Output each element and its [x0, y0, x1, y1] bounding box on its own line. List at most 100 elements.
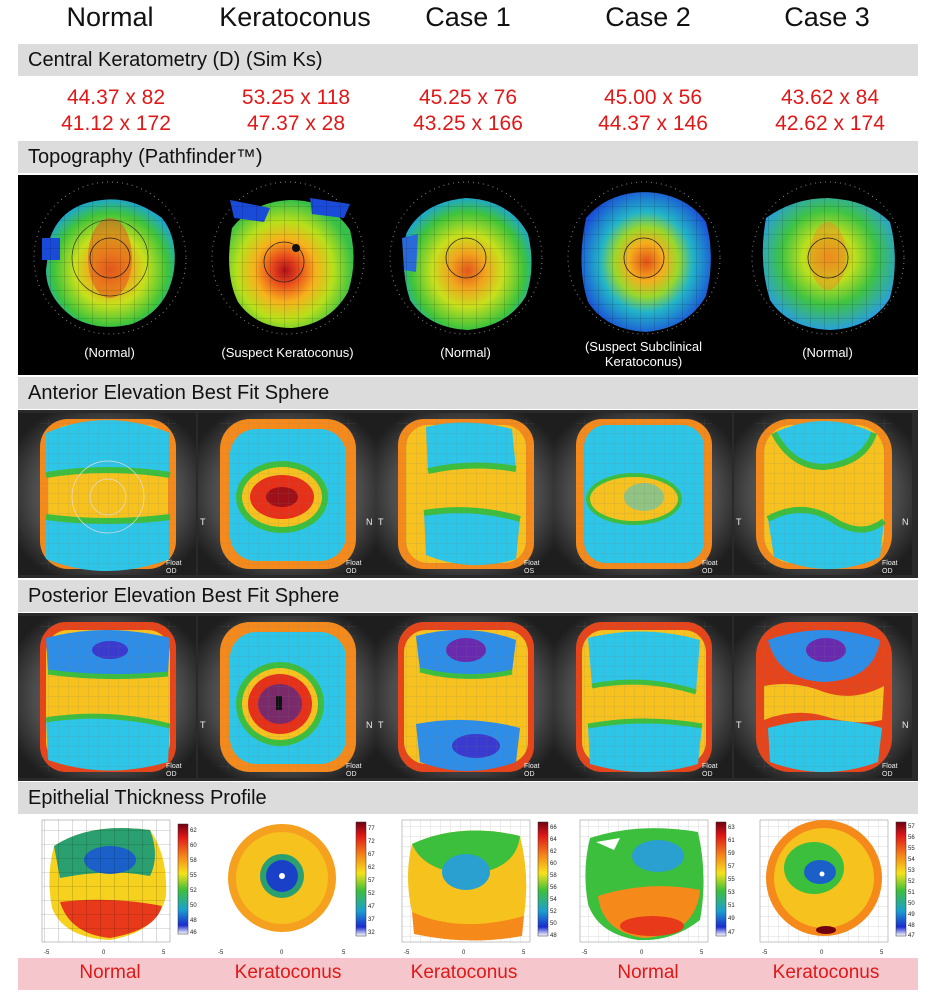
float-label: Float [882, 763, 898, 770]
float-label: Float [882, 560, 898, 567]
posterior-elevation-map-case-1: T Float OD [376, 616, 554, 778]
float-label: Float [524, 763, 540, 770]
scale-tick: 55 [190, 873, 197, 879]
temporal-label: T [736, 517, 742, 527]
posterior-elevation-map-case-2: Float OD [554, 616, 732, 778]
keratometry-case-1: 45.25 x 76 43.25 x 166 [378, 85, 558, 137]
scale-tick: 47 [908, 933, 915, 939]
x-axis-tick: 5 [522, 950, 526, 956]
temporal-label: T [378, 517, 384, 527]
eye-label: OD [166, 771, 177, 778]
scale-tick: 50 [550, 921, 557, 927]
epithelial-map-case-2: 63 61 59 57 55 53 51 49 47 -5 0 5 [579, 819, 735, 956]
scale-tick: 72 [368, 839, 375, 845]
caption-line: (Suspect Subclinical [584, 339, 703, 354]
eye-label: OD [882, 568, 893, 575]
scale-tick: 67 [368, 852, 375, 858]
temporal-label: T [200, 517, 206, 527]
result-case-1: Keratoconus [410, 962, 518, 983]
x-axis-tick: 0 [640, 950, 644, 956]
keratometry-keratoconus: 53.25 x 118 47.37 x 28 [206, 85, 386, 137]
topography-map-keratoconus [211, 181, 365, 335]
scale-tick: 54 [908, 857, 915, 863]
posterior-elevation-map-keratoconus: T N Float OD [198, 616, 376, 778]
temporal-label: T [378, 720, 384, 730]
topography-map-case-2 [567, 181, 721, 335]
scale-tick: 48 [550, 933, 557, 939]
keratometry-k2: 43.25 x 166 [413, 112, 523, 135]
keratometry-k2: 41.12 x 172 [61, 112, 171, 135]
x-axis-tick: -5 [404, 950, 410, 956]
scale-tick: 63 [728, 825, 735, 831]
float-label: Float [702, 763, 718, 770]
scale-tick: 50 [190, 903, 197, 909]
scale-tick: 52 [368, 891, 375, 897]
keratometry-case-3: 43.62 x 84 42.62 x 174 [740, 85, 920, 137]
topography-caption-keratoconus: (Suspect Keratoconus) [221, 345, 354, 360]
column-header-case-1: Case 1 [425, 2, 511, 32]
keratometry-k2: 44.37 x 146 [598, 112, 708, 135]
keratometry-k1: 44.37 x 82 [66, 86, 166, 109]
scale-tick: 37 [368, 917, 375, 923]
scale-tick: 56 [550, 885, 557, 891]
topography-map-case-1 [389, 181, 543, 335]
scale-tick: 62 [368, 865, 375, 871]
temporal-label: T [736, 720, 742, 730]
topography-caption-case-3: (Normal) [802, 345, 853, 360]
scale-tick: 54 [550, 897, 557, 903]
column-header-case-2: Case 2 [605, 2, 691, 32]
float-label: Float [166, 763, 182, 770]
eye-label: OD [346, 568, 357, 575]
section-topography: Topography (Pathfinder™) [18, 141, 918, 173]
keratometry-k1: 43.62 x 84 [780, 86, 880, 109]
scale-tick: 58 [190, 858, 197, 864]
nasal-label: N [902, 517, 909, 527]
keratometry-k2: 47.37 x 28 [246, 112, 346, 135]
epithelial-map-normal: 62 60 58 55 52 50 48 46 -5 0 5 [41, 819, 197, 956]
scale-tick: 57 [728, 864, 735, 870]
eye-label: OD [882, 771, 893, 778]
x-axis-tick: 5 [880, 950, 884, 956]
section-posterior-elevation: Posterior Elevation Best Fit Sphere [18, 580, 918, 612]
epithelial-map-case-3: 57 56 55 54 53 52 51 50 49 48 47 -5 0 5 [759, 819, 915, 956]
scale-tick: 62 [550, 849, 557, 855]
float-label: Float [166, 560, 182, 567]
result-case-2: Normal [617, 962, 679, 983]
x-axis-tick: -5 [582, 950, 588, 956]
topography-map-normal [33, 181, 187, 335]
scale-tick: 77 [368, 826, 375, 832]
anterior-elevation-map-case-1: T Float OS [376, 413, 554, 575]
scale-tick: 62 [190, 828, 197, 834]
nasal-label: N [366, 517, 373, 527]
x-axis-tick: -5 [762, 950, 768, 956]
topography-caption-case-2: (Suspect Subclinical Keratoconus) [556, 339, 731, 369]
x-axis-tick: -5 [218, 950, 224, 956]
scale-tick: 48 [908, 923, 915, 929]
posterior-elevation-map-case-3: T N Float OD [734, 616, 912, 778]
result-normal: Normal [79, 962, 141, 983]
keratometry-k1: 45.00 x 56 [603, 86, 703, 109]
scale-tick: 66 [550, 825, 557, 831]
epithelial-map-case-1: 66 64 62 60 58 56 54 52 50 48 -5 0 5 [401, 819, 557, 956]
scale-tick: 55 [728, 877, 735, 883]
x-axis-tick: -5 [44, 950, 50, 956]
scale-tick: 56 [908, 835, 915, 841]
scale-tick: 57 [368, 878, 375, 884]
scale-tick: 52 [908, 879, 915, 885]
topography-caption-case-1: (Normal) [440, 345, 491, 360]
scale-tick: 60 [550, 861, 557, 867]
scale-tick: 60 [190, 843, 197, 849]
keratometry-k1: 53.25 x 118 [241, 86, 351, 109]
topography-map-case-3 [751, 181, 905, 335]
result-bar [18, 958, 918, 990]
scale-tick: 55 [908, 846, 915, 852]
scale-tick: 59 [728, 851, 735, 857]
scale-tick: 53 [728, 890, 735, 896]
temporal-label: T [200, 720, 206, 730]
float-label: Float [346, 763, 362, 770]
scale-tick: 51 [728, 903, 735, 909]
scale-tick: 64 [550, 837, 557, 843]
anterior-elevation-map-keratoconus: T N Float OD [198, 413, 376, 575]
x-axis-tick: 5 [342, 950, 346, 956]
scale-tick: 52 [190, 888, 197, 894]
